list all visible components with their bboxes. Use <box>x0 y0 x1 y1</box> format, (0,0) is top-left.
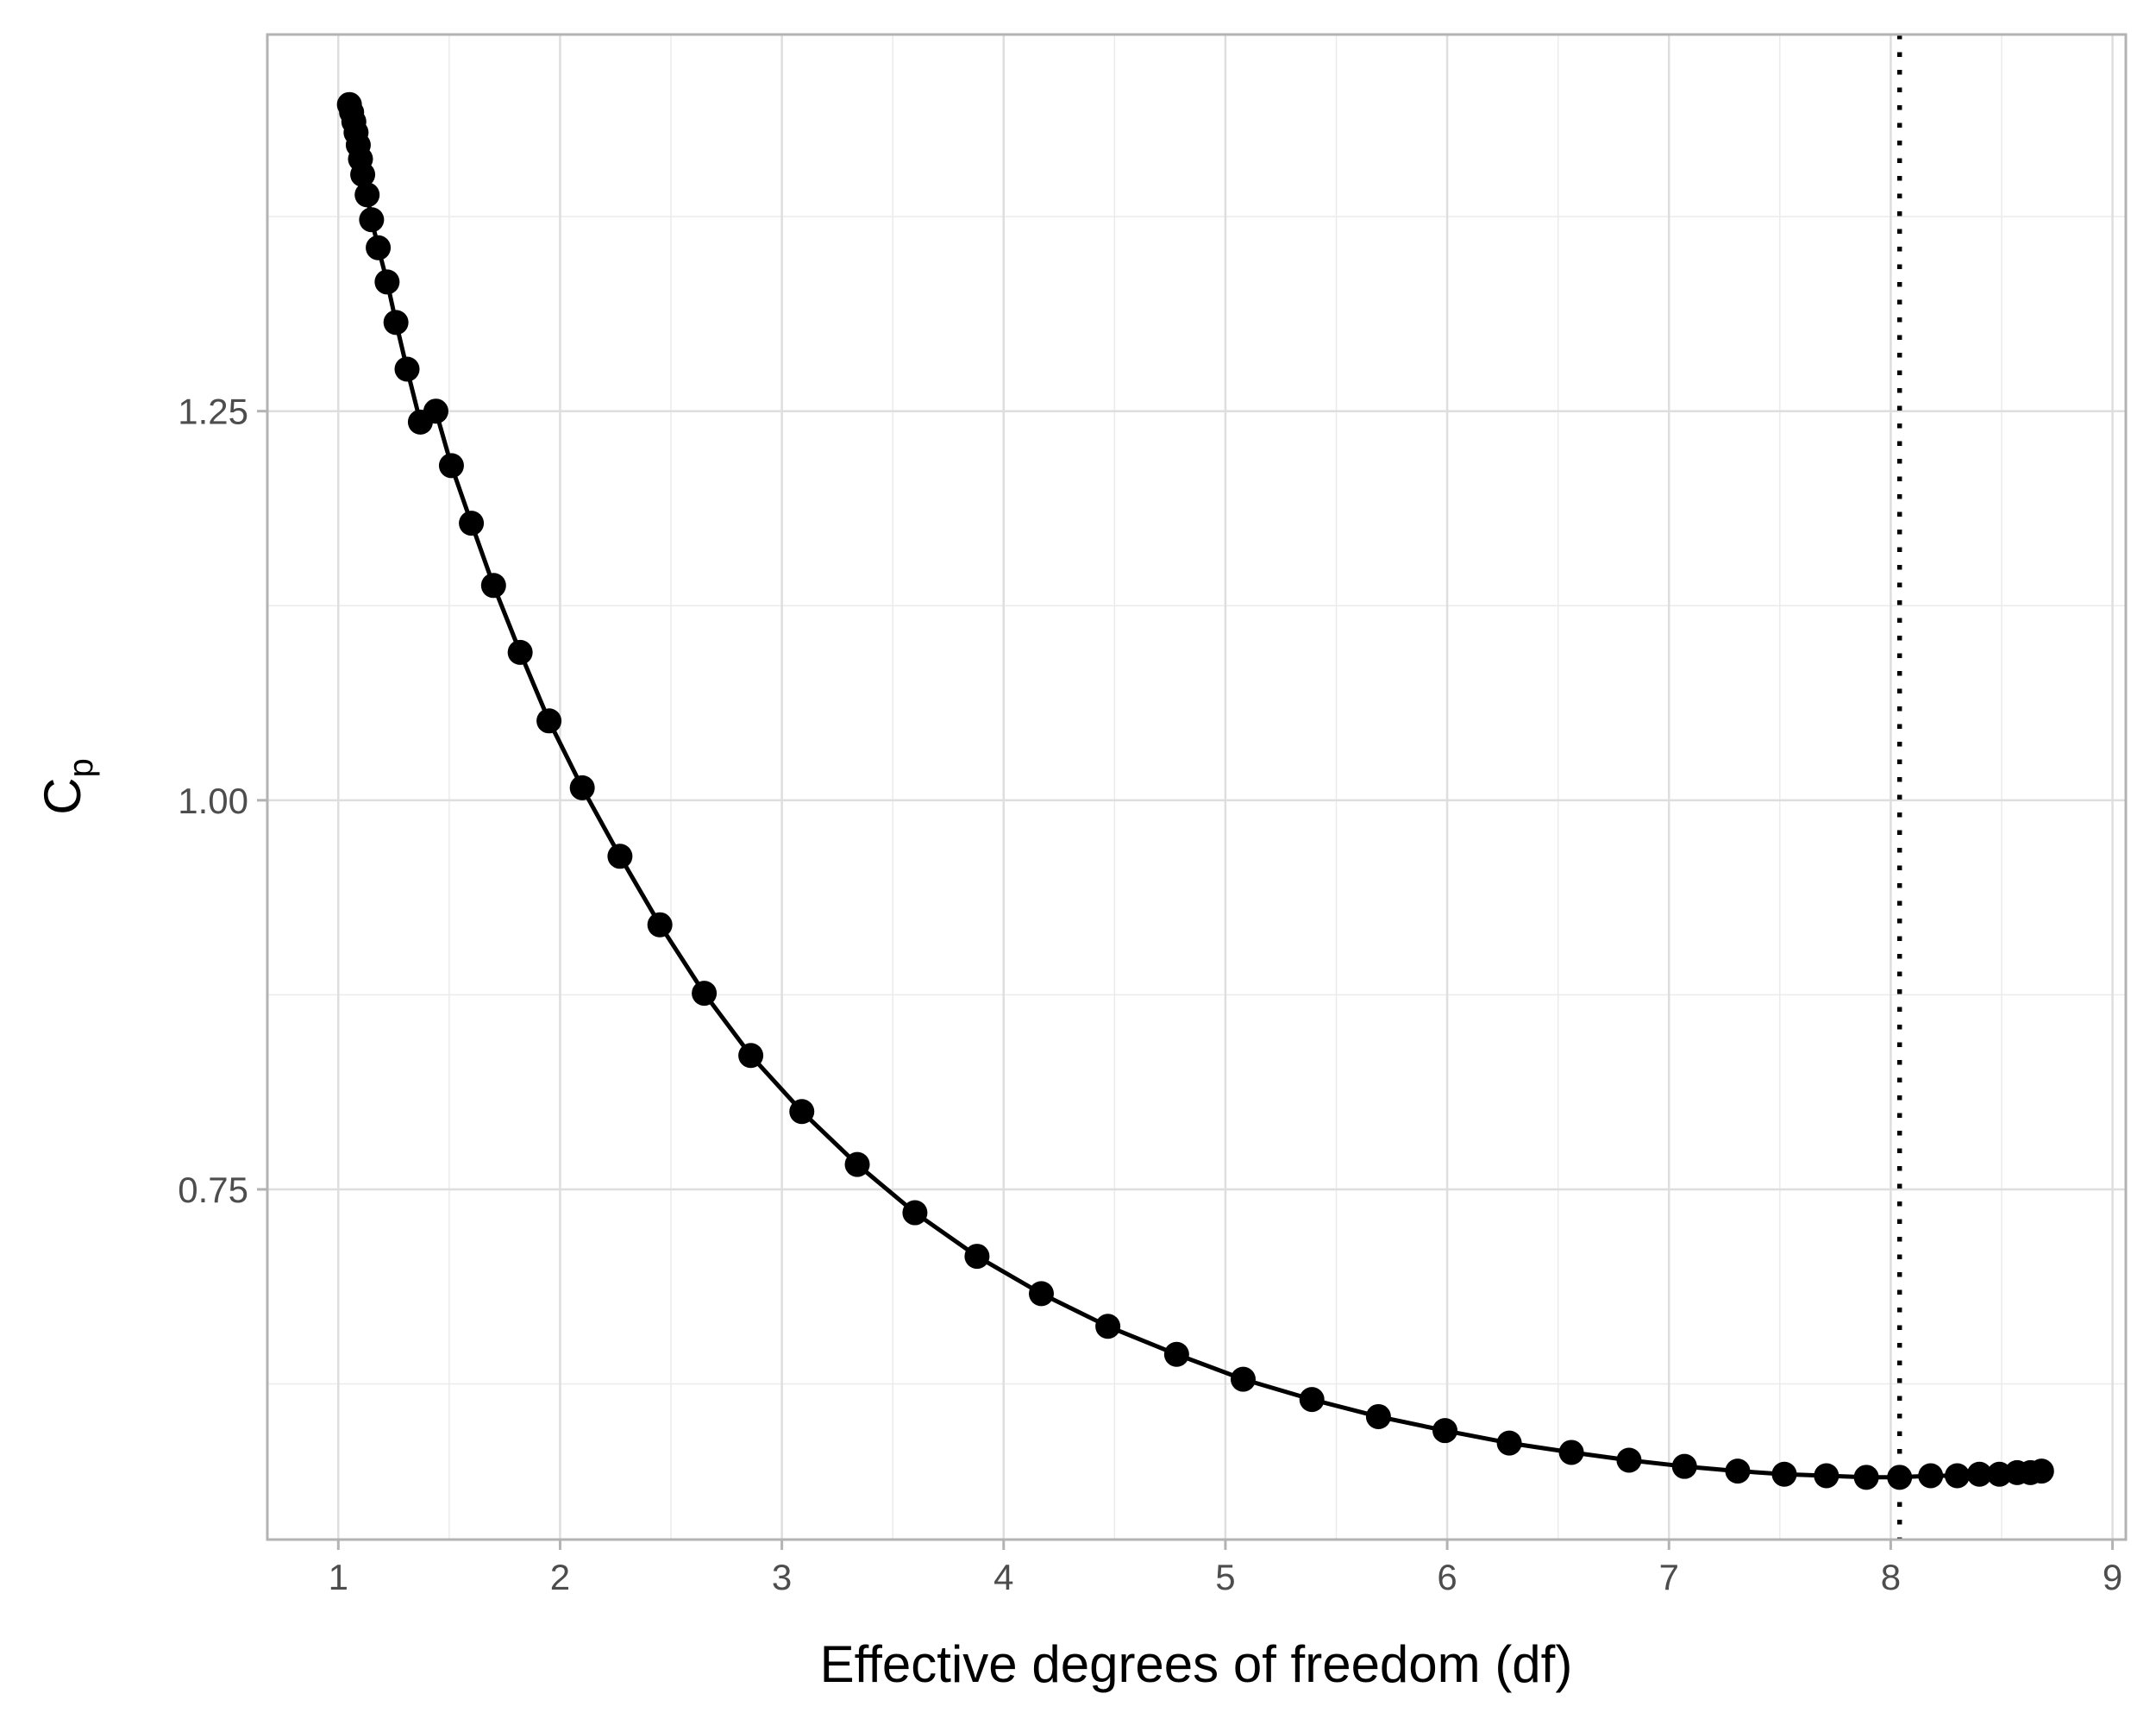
data-point <box>1299 1387 1325 1413</box>
data-point <box>1432 1418 1458 1444</box>
y-tick-label: 1.00 <box>178 781 248 821</box>
x-tick-label: 3 <box>772 1557 792 1597</box>
data-point <box>1095 1314 1121 1339</box>
data-point <box>423 398 448 424</box>
series-lines <box>347 104 2042 1480</box>
data-point <box>844 1151 870 1177</box>
data-point <box>1028 1281 1054 1307</box>
data-point <box>1966 1461 1992 1487</box>
y-axis: 0.75 1.00 1.25 <box>178 392 267 1210</box>
data-point <box>1365 1403 1391 1429</box>
data-point <box>459 511 485 536</box>
x-tick-label: 5 <box>1215 1557 1235 1597</box>
data-point <box>647 912 673 938</box>
y-axis-title-main: C <box>34 777 91 814</box>
data-point <box>964 1244 990 1270</box>
data-point <box>569 775 595 800</box>
data-point <box>1671 1453 1697 1479</box>
data-point <box>480 573 506 599</box>
data-point <box>507 639 533 665</box>
data-point <box>374 269 400 295</box>
data-point <box>1887 1465 1913 1490</box>
plot-panel <box>267 34 2126 1540</box>
data-point <box>902 1200 928 1226</box>
x-tick-label: 1 <box>329 1557 348 1597</box>
data-point <box>1771 1461 1797 1487</box>
data-point <box>366 235 392 260</box>
x-tick-label: 6 <box>1437 1557 1457 1597</box>
data-point <box>359 207 385 233</box>
y-axis-title: Cp <box>34 758 100 815</box>
data-point <box>1725 1458 1751 1484</box>
data-point <box>692 981 718 1007</box>
data-point <box>1616 1447 1642 1473</box>
data-point <box>1918 1463 1944 1489</box>
x-axis-title: Effective degrees of freedom (df) <box>820 1635 1573 1693</box>
data-point <box>1496 1430 1522 1456</box>
series-points <box>336 91 2054 1490</box>
y-tick-label: 1.25 <box>178 392 248 432</box>
y-tick-label: 0.75 <box>178 1170 248 1210</box>
data-point <box>354 182 380 208</box>
data-point <box>1163 1341 1189 1367</box>
x-tick-label: 9 <box>2103 1557 2122 1597</box>
x-tick-label: 8 <box>1881 1557 1901 1597</box>
minor-gridlines <box>267 34 2126 1540</box>
x-tick-label: 4 <box>993 1557 1013 1597</box>
data-point <box>438 453 464 479</box>
data-point <box>350 161 376 187</box>
x-axis: 1 2 3 4 5 6 7 8 9 <box>329 1540 2122 1597</box>
data-point <box>2028 1458 2054 1484</box>
x-tick-label: 7 <box>1659 1557 1679 1597</box>
series-line <box>347 104 2042 1480</box>
data-point <box>383 310 409 336</box>
major-gridlines <box>267 34 2126 1540</box>
data-point <box>1853 1465 1879 1490</box>
data-point <box>1558 1440 1584 1465</box>
plot-panel-border <box>266 33 2128 1541</box>
data-point <box>789 1099 815 1125</box>
x-tick-label: 2 <box>550 1557 570 1597</box>
data-point <box>536 708 562 734</box>
data-point <box>607 844 633 869</box>
data-point <box>1945 1463 1971 1489</box>
data-point <box>394 356 420 382</box>
data-point <box>738 1043 764 1069</box>
y-axis-title-subscript: p <box>62 758 100 777</box>
data-point <box>1814 1463 1839 1489</box>
data-point <box>1231 1366 1257 1392</box>
